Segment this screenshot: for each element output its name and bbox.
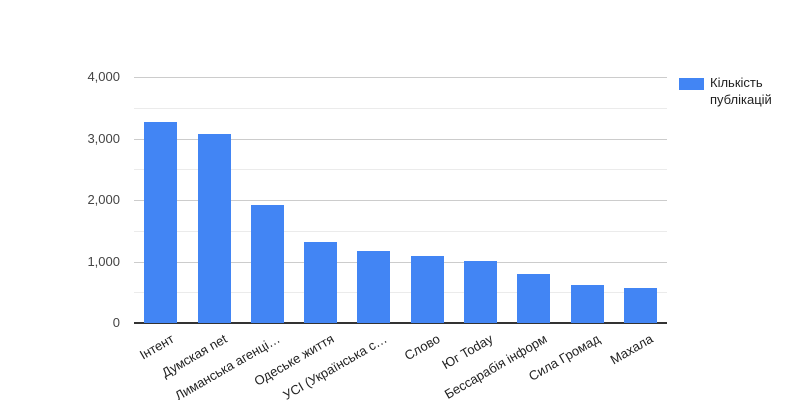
gridline-major bbox=[134, 138, 667, 140]
bar-5[interactable] bbox=[357, 251, 391, 323]
bar-4[interactable] bbox=[304, 242, 337, 323]
gridline-major bbox=[134, 77, 667, 78]
gridline-minor bbox=[134, 107, 667, 109]
legend-swatch bbox=[679, 78, 704, 90]
y-axis-tick-label: 4,000 bbox=[87, 69, 120, 84]
bar-9[interactable] bbox=[570, 284, 604, 323]
y-axis-tick-label: 1,000 bbox=[87, 253, 120, 269]
bar-7[interactable] bbox=[463, 260, 497, 323]
gridline-minor bbox=[134, 169, 667, 171]
gridline-major bbox=[134, 261, 667, 263]
legend: Кількість публікацій bbox=[679, 74, 782, 108]
gridline-major bbox=[134, 200, 667, 201]
legend-label: Кількість публікацій bbox=[710, 75, 772, 107]
x-axis-baseline bbox=[134, 322, 667, 324]
gridline-minor bbox=[134, 292, 667, 294]
y-axis-tick-label: 3,000 bbox=[87, 130, 120, 146]
bar-3[interactable] bbox=[250, 204, 284, 323]
gridline-minor bbox=[134, 230, 667, 232]
bar-6[interactable] bbox=[410, 256, 444, 323]
bar-1[interactable] bbox=[144, 121, 178, 323]
y-axis-tick-label: 2,000 bbox=[87, 192, 120, 207]
bar-2[interactable] bbox=[197, 133, 231, 323]
x-axis-category-label: Інтент bbox=[136, 331, 177, 363]
bar-8[interactable] bbox=[517, 274, 551, 323]
y-axis-tick-label: 0 bbox=[112, 315, 120, 330]
bar-10[interactable] bbox=[623, 288, 657, 323]
